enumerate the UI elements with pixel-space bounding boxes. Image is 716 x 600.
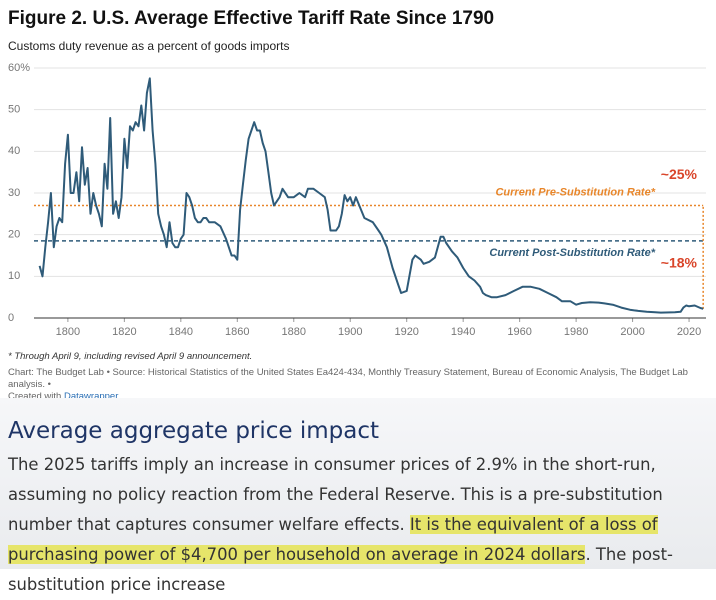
footnote: * Through April 9, including revised Apr…: [8, 351, 253, 362]
x-tick-label: 1980: [564, 326, 588, 338]
article-paragraph: The 2025 tariffs imply an increase in co…: [8, 450, 708, 600]
annotation: ~18%: [661, 255, 698, 271]
chart-footer: * Through April 9, including revised Apr…: [8, 351, 708, 403]
source: Chart: The Budget Lab • Source: Historic…: [8, 367, 708, 403]
x-tick-label: 1840: [169, 326, 193, 338]
x-tick-label: 1960: [507, 326, 531, 338]
y-tick-label: 60%: [8, 62, 30, 74]
y-tick-label: 40: [8, 145, 20, 157]
y-tick-label: 50: [8, 104, 20, 116]
datawrapper-link[interactable]: Datawrapper: [63, 391, 119, 402]
article-heading: Average aggregate price impact: [8, 418, 380, 444]
y-tick-label: 20: [8, 229, 20, 241]
source-text: Chart: The Budget Lab • Source: Historic…: [8, 367, 688, 390]
x-tick-label: 1900: [338, 326, 362, 338]
chart: 0 10 20 30 40 60% 50 1800 1820 1840 1860 1880 1900 19…: [8, 62, 706, 338]
created-with: Created with: [8, 391, 62, 402]
x-tick-label: 1820: [112, 326, 136, 338]
y-tick-label: 30: [8, 187, 20, 199]
chart-title: Figure 2. U.S. Average Effective Tariff …: [8, 8, 495, 29]
y-tick-label: 0: [8, 312, 14, 324]
x-tick-label: 1920: [394, 326, 418, 338]
x-tick-label: 1860: [225, 326, 249, 338]
chart-subtitle: Customs duty revenue as a percent of goo…: [8, 39, 290, 53]
text-run: The 2025 tariffs imply an increase in co…: [8, 455, 663, 534]
data-line: [38, 77, 704, 314]
x-tick-label: 2020: [677, 326, 701, 338]
article: Average aggregate price impact The 2025 …: [0, 398, 716, 594]
annotation: ~25%: [661, 166, 698, 182]
reference-label: Current Post-Substitution Rate*: [489, 247, 655, 259]
x-tick-label: 2000: [620, 326, 644, 338]
y-tick-label: 10: [8, 270, 20, 282]
x-tick-label: 1880: [282, 326, 306, 338]
page: Figure 2. U.S. Average Effective Tariff …: [0, 8, 716, 594]
reference-label: Current Pre-Substitution Rate*: [495, 186, 655, 198]
x-tick-label: 1940: [451, 326, 475, 338]
x-tick-label: 1800: [56, 326, 80, 338]
